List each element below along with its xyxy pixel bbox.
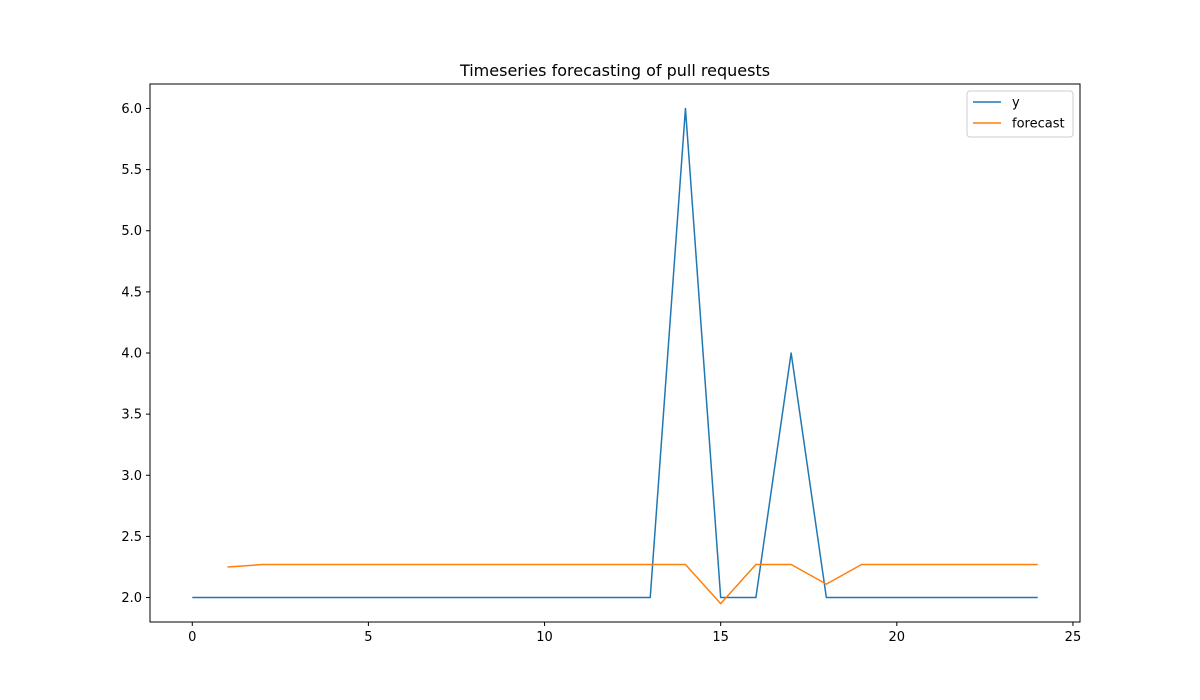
x-tick-label: 15 bbox=[712, 630, 729, 645]
y-axis: 2.0 2.5 3.0 3.5 4.0 4.5 5.0 5.5 6.0 bbox=[121, 102, 150, 606]
chart-title: Timeseries forecasting of pull requests bbox=[459, 61, 770, 80]
x-tick-label: 5 bbox=[364, 630, 372, 645]
x-tick-label: 25 bbox=[1065, 630, 1082, 645]
series-line-y bbox=[192, 107, 1038, 599]
legend-label-forecast: forecast bbox=[1012, 117, 1065, 132]
y-tick-label: 3.5 bbox=[121, 408, 142, 423]
axes-frame bbox=[149, 83, 1081, 623]
x-axis: 0 5 10 15 20 25 bbox=[188, 622, 1081, 645]
legend: y forecast bbox=[966, 90, 1074, 138]
x-tick-label: 10 bbox=[536, 630, 553, 645]
series-layer bbox=[192, 107, 1038, 605]
series-line-forecast bbox=[227, 563, 1038, 605]
y-tick-label: 2.5 bbox=[121, 530, 142, 545]
y-tick-label: 6.0 bbox=[121, 102, 142, 117]
legend-label-y: y bbox=[1012, 96, 1020, 111]
x-tick-label: 20 bbox=[889, 630, 906, 645]
y-tick-label: 5.0 bbox=[121, 224, 142, 239]
y-tick-label: 4.0 bbox=[121, 347, 142, 362]
x-tick-label: 0 bbox=[188, 630, 196, 645]
y-tick-label: 5.5 bbox=[121, 163, 142, 178]
y-tick-label: 4.5 bbox=[121, 285, 142, 300]
y-tick-label: 2.0 bbox=[121, 591, 142, 606]
y-tick-label: 3.0 bbox=[121, 469, 142, 484]
